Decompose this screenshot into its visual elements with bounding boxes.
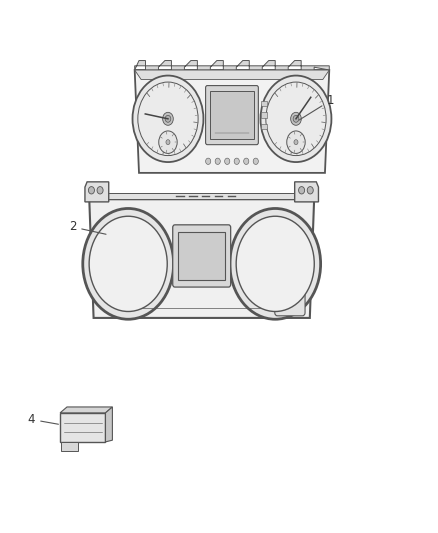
Circle shape (230, 208, 321, 319)
Circle shape (97, 187, 103, 194)
Circle shape (88, 187, 95, 194)
Circle shape (162, 112, 173, 125)
Circle shape (261, 76, 332, 162)
Circle shape (225, 158, 230, 165)
Circle shape (89, 216, 167, 311)
Circle shape (133, 76, 203, 162)
Bar (261, 124, 268, 130)
Circle shape (293, 115, 299, 122)
Bar (210, 91, 254, 139)
Polygon shape (295, 182, 318, 202)
Circle shape (234, 158, 239, 165)
Circle shape (205, 158, 211, 165)
Circle shape (138, 82, 198, 156)
Circle shape (215, 158, 220, 165)
Polygon shape (89, 199, 314, 318)
FancyBboxPatch shape (173, 225, 231, 287)
Polygon shape (61, 442, 78, 451)
Polygon shape (89, 193, 314, 199)
Circle shape (253, 158, 258, 165)
Bar (261, 112, 268, 118)
Circle shape (166, 140, 170, 144)
Circle shape (291, 112, 301, 125)
Circle shape (159, 131, 177, 154)
FancyBboxPatch shape (275, 273, 305, 316)
Circle shape (83, 208, 173, 319)
Bar (178, 232, 225, 280)
Polygon shape (134, 61, 329, 70)
Text: 2: 2 (69, 221, 106, 235)
FancyBboxPatch shape (205, 86, 258, 144)
Circle shape (307, 187, 313, 194)
Circle shape (299, 187, 304, 194)
Text: 1: 1 (299, 94, 335, 120)
Circle shape (244, 158, 249, 165)
Circle shape (287, 131, 305, 154)
Polygon shape (60, 407, 113, 413)
Polygon shape (134, 70, 329, 79)
Circle shape (236, 216, 314, 311)
Polygon shape (106, 407, 113, 442)
Polygon shape (85, 182, 109, 202)
Bar (261, 101, 268, 106)
Text: 4: 4 (28, 413, 58, 426)
Bar (60, 413, 106, 442)
Circle shape (266, 82, 326, 156)
Circle shape (165, 115, 171, 122)
Circle shape (294, 140, 298, 144)
Polygon shape (134, 70, 329, 173)
